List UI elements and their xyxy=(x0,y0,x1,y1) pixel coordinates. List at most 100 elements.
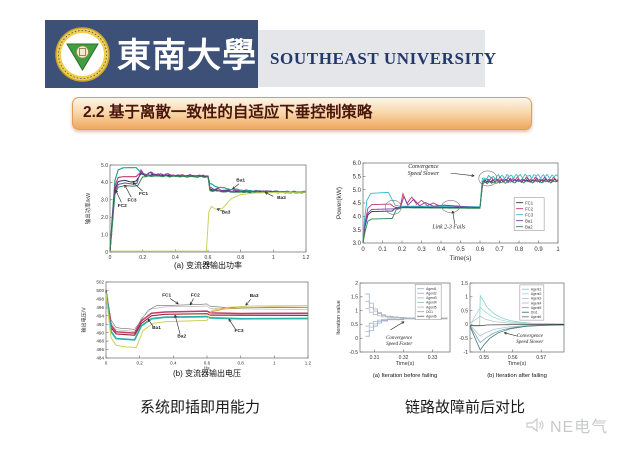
svg-text:Speed Slower: Speed Slower xyxy=(516,340,543,345)
svg-text:2: 2 xyxy=(355,281,358,287)
svg-text:Agent6: Agent6 xyxy=(426,315,437,319)
megaphone-icon xyxy=(526,417,544,433)
svg-text:1.2: 1.2 xyxy=(303,255,310,261)
svg-text:Convergence: Convergence xyxy=(386,336,413,341)
chart-power-link-failure: 0 0.1 0.2 0.3 0.4 0.5 0.6 0.7 0.8 0.9 1 3.0 3.5 4.0 4.… xyxy=(334,156,564,272)
svg-text:3.5: 3.5 xyxy=(353,228,362,234)
svg-text:Agent1: Agent1 xyxy=(426,287,437,291)
svg-text:0.6: 0.6 xyxy=(476,247,485,253)
svg-text:0.1: 0.1 xyxy=(378,247,387,253)
svg-text:1.5: 1.5 xyxy=(461,281,468,287)
svg-text:FC1: FC1 xyxy=(162,292,171,298)
svg-text:Time(s): Time(s) xyxy=(508,361,527,367)
svg-text:484: 484 xyxy=(96,356,104,361)
svg-text:-0.5: -0.5 xyxy=(349,350,358,356)
svg-text:496: 496 xyxy=(96,305,104,310)
svg-text:Agent5: Agent5 xyxy=(426,305,437,309)
chart-converter-output-voltage: 0 0.2 0.4 0.6 0.8 1 1.2 484 486 488 490 492 494 496 49… xyxy=(80,276,320,388)
svg-text:Power(kW): Power(kW) xyxy=(336,187,343,219)
svg-text:1: 1 xyxy=(272,255,275,261)
watermark: NE电气 xyxy=(524,413,608,437)
svg-text:输出电压/V: 输出电压/V xyxy=(81,307,88,333)
svg-text:Agent3: Agent3 xyxy=(531,297,542,301)
university-name-cn: 東南大學 xyxy=(117,38,257,75)
svg-text:0: 0 xyxy=(109,255,112,261)
watermark-text: NE电气 xyxy=(550,419,609,436)
svg-text:FC3: FC3 xyxy=(128,198,137,204)
svg-text:Speed Faster: Speed Faster xyxy=(386,342,412,347)
svg-text:Agent5: Agent5 xyxy=(531,306,542,310)
chart-iteration-before-failing: 0.31 0.32 0.33 -0.5 0 0.5 1 1.5 2 Time(s) Iteratio… xyxy=(334,272,452,396)
svg-text:0.4: 0.4 xyxy=(172,255,179,261)
svg-text:0.2: 0.2 xyxy=(139,255,146,261)
svg-text:0.32: 0.32 xyxy=(399,355,409,361)
svg-text:0.4: 0.4 xyxy=(437,247,446,253)
svg-text:0.4: 0.4 xyxy=(170,361,177,366)
svg-text:Agent1: Agent1 xyxy=(531,287,542,291)
svg-text:输出功率/kW: 输出功率/kW xyxy=(84,192,92,224)
section-title-bar: 2.2 基于离散一致性的自适应下垂控制策略 xyxy=(72,97,532,130)
svg-text:0.57: 0.57 xyxy=(536,355,546,361)
svg-text:Ba1: Ba1 xyxy=(152,325,161,331)
svg-text:Ba3: Ba3 xyxy=(222,209,231,215)
svg-text:FC1: FC1 xyxy=(525,200,534,205)
svg-text:5.0: 5.0 xyxy=(353,188,362,194)
svg-text:FC2: FC2 xyxy=(525,206,534,211)
svg-text:Speed Slower: Speed Slower xyxy=(408,171,440,177)
svg-text:0.56: 0.56 xyxy=(508,355,518,361)
svg-text:1.5: 1.5 xyxy=(351,295,358,301)
svg-text:0.55: 0.55 xyxy=(479,355,489,361)
svg-text:Agent4: Agent4 xyxy=(531,301,542,305)
svg-text:0.6: 0.6 xyxy=(204,361,211,366)
svg-text:Time(s): Time(s) xyxy=(396,361,415,367)
svg-text:(b) 变流器输出电压: (b) 变流器输出电压 xyxy=(173,368,241,378)
svg-text:4.5: 4.5 xyxy=(353,201,362,207)
svg-text:0: 0 xyxy=(355,336,358,342)
svg-text:Ba2: Ba2 xyxy=(525,224,533,229)
svg-text:Ba3: Ba3 xyxy=(250,293,259,299)
chart-converter-output-power: 0 0.2 0.4 0.6 0.8 1 1.2 0 1.0 2.0 3.0 4.0 5.0 t/s 输出功率… xyxy=(84,158,316,274)
svg-text:Ba1: Ba1 xyxy=(525,218,533,223)
svg-text:1: 1 xyxy=(465,295,468,301)
caption-plug-and-play: 系统即插即用能力 xyxy=(139,400,260,416)
svg-text:3.0: 3.0 xyxy=(101,198,108,204)
svg-text:498: 498 xyxy=(96,297,104,302)
svg-text:-0.5: -0.5 xyxy=(459,336,468,342)
svg-text:488: 488 xyxy=(96,339,104,344)
svg-text:0.8: 0.8 xyxy=(237,361,244,366)
svg-text:1: 1 xyxy=(355,308,358,314)
svg-text:FC3: FC3 xyxy=(525,212,534,217)
svg-text:t/s: t/s xyxy=(205,261,211,267)
svg-text:Convergence: Convergence xyxy=(517,334,544,339)
svg-text:0.5: 0.5 xyxy=(461,308,468,314)
svg-text:1: 1 xyxy=(273,361,276,366)
svg-text:0.33: 0.33 xyxy=(428,355,438,361)
svg-text:6.0: 6.0 xyxy=(353,161,362,167)
svg-text:1.0: 1.0 xyxy=(101,232,108,238)
section-title: 2.2 基于离散一致性的自适应下垂控制策略 xyxy=(83,104,373,121)
svg-text:Link 2-3 Fails: Link 2-3 Fails xyxy=(431,224,466,230)
svg-text:494: 494 xyxy=(96,313,104,318)
svg-text:0.31: 0.31 xyxy=(370,355,380,361)
svg-text:0.8: 0.8 xyxy=(237,255,244,261)
svg-text:5.0: 5.0 xyxy=(101,163,108,169)
university-name-en-box: SOUTHEAST UNIVERSITY xyxy=(258,30,496,87)
svg-text:502: 502 xyxy=(96,280,104,285)
svg-text:Agent3: Agent3 xyxy=(426,296,437,300)
svg-text:Agent2: Agent2 xyxy=(531,292,542,296)
caption-link-failure-comparison: 链路故障前后对比 xyxy=(404,400,525,416)
svg-text:Convergence: Convergence xyxy=(408,164,439,170)
svg-text:0.8: 0.8 xyxy=(515,247,524,253)
svg-text:1: 1 xyxy=(556,247,560,253)
svg-text:492: 492 xyxy=(96,322,104,327)
svg-text:FC3: FC3 xyxy=(234,328,243,334)
svg-text:Ba2: Ba2 xyxy=(177,333,186,339)
svg-text:FC2: FC2 xyxy=(118,203,127,209)
svg-text:500: 500 xyxy=(96,288,104,293)
svg-text:5.5: 5.5 xyxy=(353,174,362,180)
svg-text:0.3: 0.3 xyxy=(417,247,426,253)
svg-text:0.7: 0.7 xyxy=(495,247,504,253)
svg-text:Ba2: Ba2 xyxy=(277,195,286,201)
svg-text:0.5: 0.5 xyxy=(351,322,358,328)
